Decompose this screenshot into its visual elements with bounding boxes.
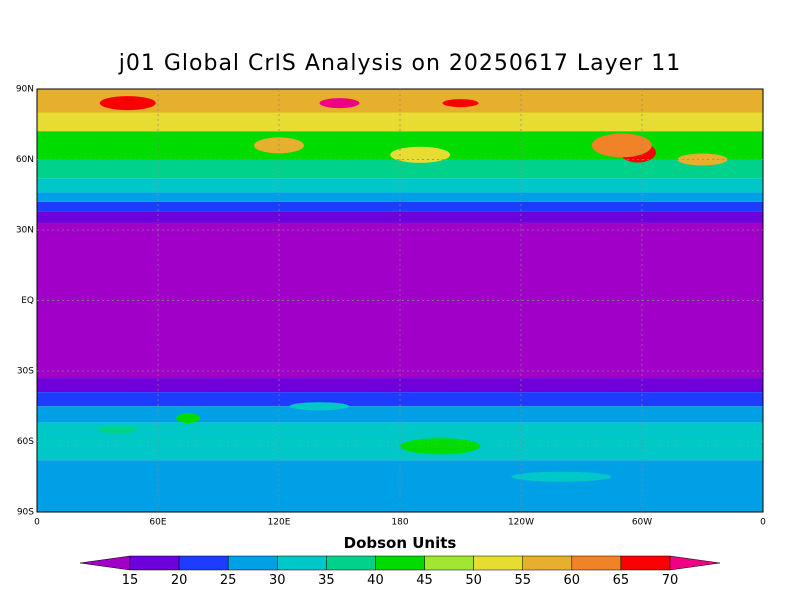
colorbar-high	[669, 555, 721, 571]
field-blob	[289, 402, 350, 411]
colorbar-tick-label: 40	[367, 573, 384, 588]
field-band	[37, 192, 763, 202]
lat-label: 90S	[17, 508, 34, 518]
field-blob	[390, 146, 451, 163]
field-blob	[400, 438, 481, 455]
lon-label: 120W	[508, 518, 534, 528]
lon-label: 60W	[632, 518, 652, 528]
field-band	[37, 112, 763, 132]
lat-label: 30N	[16, 226, 34, 236]
colorbar-segment	[620, 555, 671, 571]
lat-label: 60N	[16, 155, 34, 165]
lat-label: 60S	[17, 437, 34, 447]
lat-label: 90N	[16, 85, 34, 95]
colorbar-segment	[375, 555, 425, 571]
lon-label: 120E	[268, 518, 291, 528]
colorbar-tick-label: 35	[318, 573, 335, 588]
colorbar-tick-label: 70	[662, 573, 679, 588]
colorbar-segment	[473, 555, 523, 571]
field-blob	[442, 99, 479, 108]
colorbar-segment	[277, 555, 327, 571]
colorbar-segment	[326, 555, 376, 571]
lat-label: EQ	[21, 296, 34, 306]
lon-label: 0	[760, 518, 766, 528]
lon-label: 60E	[149, 518, 166, 528]
colorbar-tick-label: 60	[564, 573, 581, 588]
field-blob	[319, 98, 360, 109]
colorbar-segment	[227, 555, 278, 571]
field-band	[37, 211, 763, 223]
colorbar-tick-label: 55	[514, 573, 531, 588]
field-blob	[591, 133, 652, 158]
field-band	[37, 159, 763, 179]
field-band	[37, 201, 763, 212]
colorbar-low	[79, 555, 131, 571]
colorbar-tick-label: 25	[220, 573, 237, 588]
colorbar-title: Dobson Units	[344, 534, 457, 552]
colorbar-tick-label: 45	[416, 573, 433, 588]
colorbar-segment	[424, 555, 474, 571]
map-title: j01 Global CrIS Analysis on 20250617 Lay…	[118, 51, 681, 76]
colorbar-segment	[522, 555, 573, 571]
colorbar-segment	[129, 555, 180, 571]
colorbar-segment	[571, 555, 622, 571]
field-blob	[99, 96, 156, 111]
colorbar-tick-label: 65	[613, 573, 630, 588]
colorbar-tick-label: 20	[171, 573, 188, 588]
lon-label: 180	[391, 518, 408, 528]
colorbar-segment	[178, 555, 229, 571]
field-blob	[511, 471, 612, 482]
colorbar-tick-label: 30	[269, 573, 286, 588]
colorbar-tick-label: 50	[465, 573, 482, 588]
lat-label: 30S	[17, 367, 34, 377]
field-blob	[176, 413, 201, 423]
lon-label: 0	[34, 518, 40, 528]
colorbar: 15 20 25 30 35 40 45 50 55 60 65 70	[79, 555, 721, 588]
field-blob	[97, 425, 138, 434]
field-band	[37, 460, 763, 512]
colorbar-tick-label: 15	[122, 573, 139, 588]
